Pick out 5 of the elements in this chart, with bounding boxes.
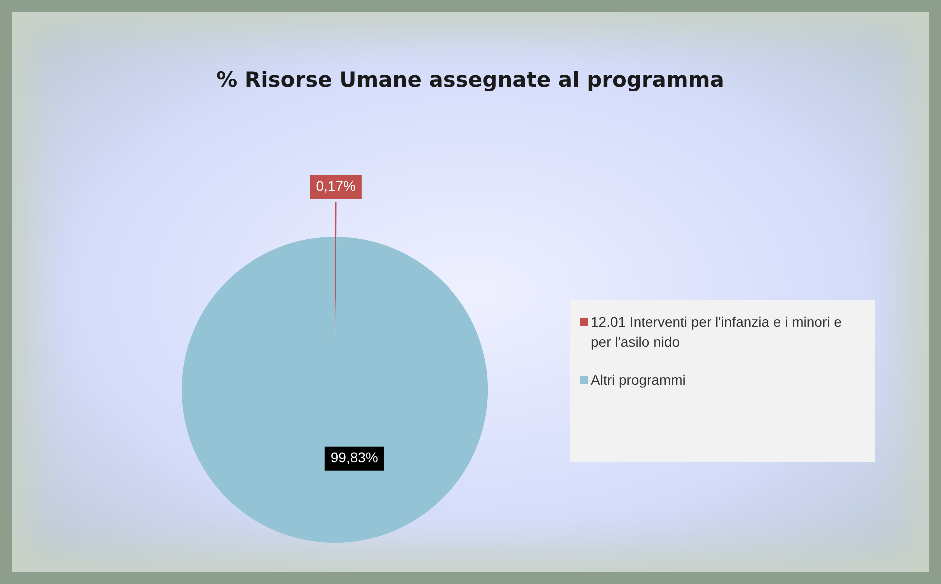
- data-label: 99,83%: [330, 450, 378, 466]
- data-label: 0,17%: [316, 178, 356, 194]
- chart-title: % Risorse Umane assegnate al programma: [216, 68, 726, 92]
- legend-label: Altri programmi: [591, 371, 686, 390]
- legend-label: 12.01 Interventi per l'infanzia e i minori e per l'asilo nido: [591, 313, 843, 352]
